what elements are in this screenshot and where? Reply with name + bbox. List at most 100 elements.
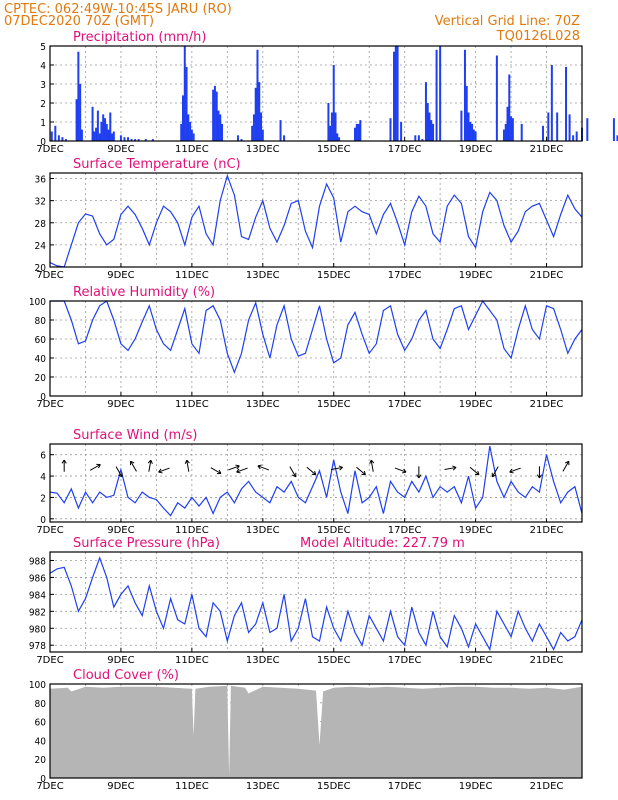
- wind-arrow-shaft: [394, 467, 407, 473]
- wind-arrow: [129, 460, 137, 472]
- panels: Precipitation (mm/h)7DEC 9DEC 11DEC 13DEC 15…: [29, 30, 618, 792]
- wind-arrow-head: [235, 464, 240, 467]
- wind-arrow: [257, 464, 270, 471]
- precip-bar: [393, 51, 396, 142]
- wind-arrow-head: [98, 464, 101, 469]
- x-tick-label: 13DEC: [246, 781, 280, 792]
- wind-arrow: [369, 459, 375, 472]
- x-tick-label: 7DEC: [36, 399, 63, 410]
- y-tick-label: 986: [29, 573, 46, 584]
- wind-arrow: [469, 466, 480, 476]
- x-tick-label: 21DEC: [530, 525, 564, 536]
- precip-bar: [435, 49, 438, 141]
- wind-arrow: [184, 459, 190, 472]
- wind-arrow: [536, 466, 543, 479]
- wind-arrow-head: [147, 459, 152, 464]
- precip-bar: [502, 129, 505, 141]
- precip-bar: [137, 139, 140, 141]
- x-tick-label: 13DEC: [246, 144, 280, 155]
- y-tick-label: 980: [29, 624, 46, 635]
- y-tick-label: 0: [40, 774, 46, 785]
- x-tick-label: 17DEC: [388, 399, 422, 410]
- y-tick-label: 0: [40, 515, 46, 526]
- wind-arrow-head: [158, 468, 162, 473]
- precip-bar: [252, 114, 255, 141]
- precip-bar: [432, 123, 435, 141]
- precip-bar: [100, 122, 103, 141]
- x-tick-label: 9DEC: [107, 270, 134, 281]
- precip-bar: [474, 131, 477, 141]
- precip-bar: [414, 135, 417, 141]
- precip-bar: [219, 114, 222, 141]
- x-tick-label: 11DEC: [175, 655, 209, 666]
- wind-arrow-shaft: [130, 460, 137, 472]
- y-tick-label: 28: [35, 219, 47, 230]
- precip-bar: [389, 118, 392, 141]
- wind-arrow-head: [452, 467, 457, 471]
- precip-bar: [330, 112, 333, 141]
- precip-bar: [91, 106, 94, 141]
- precip-bar: [183, 46, 186, 141]
- cloud-area: [50, 685, 582, 778]
- x-tick-label: 15DEC: [317, 655, 351, 666]
- wind-arrow-shaft: [491, 466, 499, 478]
- wind-arrow-head: [369, 459, 372, 465]
- wind-arrow: [330, 465, 343, 471]
- precip-bar: [95, 127, 98, 141]
- precip-bar: [213, 85, 216, 141]
- wind-arrow: [228, 464, 240, 471]
- wind-arrow-head: [416, 474, 420, 479]
- y-tick-label: 1: [40, 118, 46, 129]
- x-tick-label: 21DEC: [530, 655, 564, 666]
- precip-bar: [236, 135, 239, 141]
- x-tick-label: 15DEC: [317, 144, 351, 155]
- wind-arrow-shaft: [210, 467, 222, 474]
- run-code: TQ0126L028: [496, 29, 580, 44]
- precip-bar: [396, 46, 399, 141]
- wind-arrow-head: [236, 465, 240, 470]
- wind-arrow-head: [370, 459, 375, 464]
- series-line: [49, 445, 583, 517]
- precip-bar: [508, 74, 511, 141]
- panel-3: Surface Wind (m/s) 7DEC 9DEC 11DEC 13DEC 15DE…: [36, 428, 583, 536]
- y-tick-label: 40: [35, 736, 47, 747]
- wind-arrow: [491, 466, 499, 478]
- precip-bar: [327, 103, 330, 141]
- wind-arrow-shaft: [115, 466, 123, 478]
- wind-arrow-head: [509, 468, 513, 473]
- wind-arrow-shaft: [370, 460, 374, 472]
- x-tick-label: 19DEC: [459, 781, 493, 792]
- precip-bar: [400, 122, 403, 141]
- precip-bar: [127, 137, 130, 141]
- wind-arrow-shaft: [158, 467, 170, 473]
- x-tick-label: 7DEC: [36, 781, 63, 792]
- precip-bar: [354, 127, 357, 141]
- panel-4: Surface Pressure (hPa) Model Altitude: 22…: [29, 536, 583, 666]
- y-tick-label: 2: [40, 493, 46, 504]
- y-tick-label: 20: [35, 373, 47, 384]
- wind-arrow-head: [184, 459, 188, 465]
- x-tick-label: 19DEC: [459, 399, 493, 410]
- x-tick-label: 19DEC: [459, 270, 493, 281]
- x-tick-label: 7DEC: [36, 270, 63, 281]
- y-tick-label: 988: [29, 556, 46, 567]
- precip-bar: [180, 123, 183, 141]
- x-tick-label: 9DEC: [107, 525, 134, 536]
- wind-arrow-head: [314, 470, 317, 475]
- x-tick-label: 19DEC: [459, 144, 493, 155]
- x-tick-label: 17DEC: [388, 525, 422, 536]
- panel-title: Cloud Cover (%): [73, 668, 179, 683]
- precip-bar: [109, 112, 112, 141]
- wind-arrow-head: [509, 471, 514, 474]
- precip-bar: [283, 135, 286, 141]
- precip-bar: [103, 118, 106, 141]
- x-tick-label: 21DEC: [530, 144, 564, 155]
- panel-5: Cloud Cover (%) 7DEC 9DEC 11DEC 13DEC 15DEC 17…: [29, 668, 583, 792]
- y-tick-label: 60: [35, 718, 47, 729]
- precip-bar: [151, 139, 154, 141]
- y-tick-label: 80: [35, 699, 47, 710]
- precip-bar: [75, 99, 78, 141]
- precip-bar: [93, 131, 96, 141]
- x-tick-label: 21DEC: [530, 270, 564, 281]
- panel-frame: [49, 683, 583, 779]
